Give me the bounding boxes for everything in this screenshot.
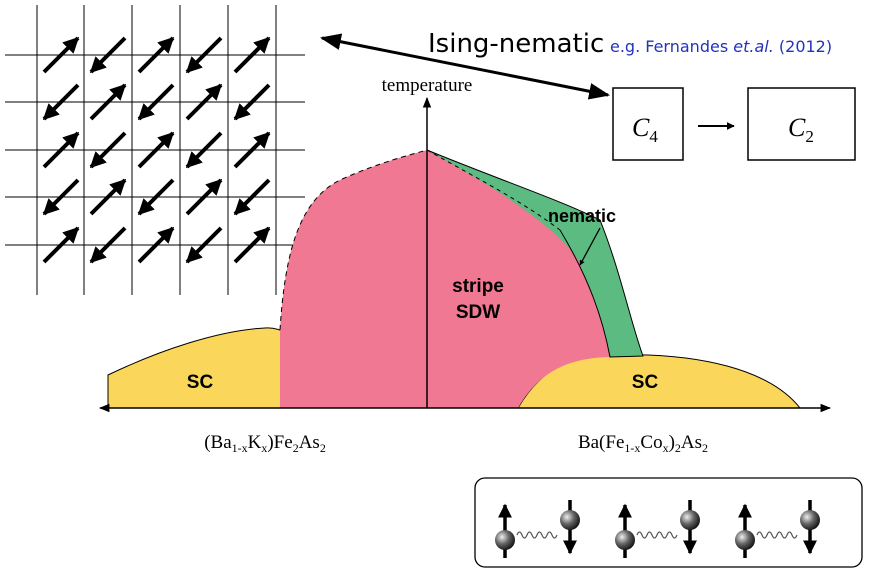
sc-label: SC <box>632 372 659 393</box>
compound-label: Ba(Fe1-xCox)2As2 <box>578 432 708 455</box>
spin-ball <box>800 510 820 530</box>
citation-prefix: e.g. Fernandes <box>610 37 728 56</box>
formula-part: Co <box>640 432 662 453</box>
y-axis-label: temperature <box>382 75 473 96</box>
sdw-label: SDW <box>456 302 500 323</box>
subscript: 2 <box>702 441 708 455</box>
spin-ball <box>680 510 700 530</box>
formula-part: K <box>248 432 262 453</box>
subscript: 1-x <box>232 441 248 455</box>
citation: e.g. Fernandes et.al. (2012) <box>610 37 832 56</box>
citation-year: (2012) <box>779 37 832 56</box>
spin-ball <box>560 510 580 530</box>
sc-label: SC <box>187 372 214 393</box>
spin-ball <box>495 530 515 550</box>
citation-etal: et.al. <box>733 37 774 56</box>
formula-part: As <box>681 432 702 453</box>
formula-part: As <box>299 432 320 453</box>
subscript: 2 <box>805 127 814 146</box>
spin-ball <box>615 530 635 550</box>
diagram: temperature nematic stripe SDW SC SC (Ba… <box>0 0 878 570</box>
spin-lattice <box>5 5 305 295</box>
formula-part: )Fe <box>267 432 292 453</box>
title: Ising-nematic <box>428 29 604 59</box>
nematic-label: nematic <box>548 206 616 226</box>
formula-part: Ba(Fe <box>578 432 624 453</box>
subscript: 1-x <box>624 441 640 455</box>
symbol: C <box>632 113 650 142</box>
symbol: C <box>788 113 806 142</box>
sdw-label: stripe <box>452 276 504 297</box>
spin-ball <box>735 530 755 550</box>
subscript: 2 <box>320 441 326 455</box>
formula-part: (Ba <box>204 432 232 453</box>
compound-label: (Ba1-xKx)Fe2As2 <box>204 432 326 455</box>
subscript: 4 <box>649 127 658 146</box>
